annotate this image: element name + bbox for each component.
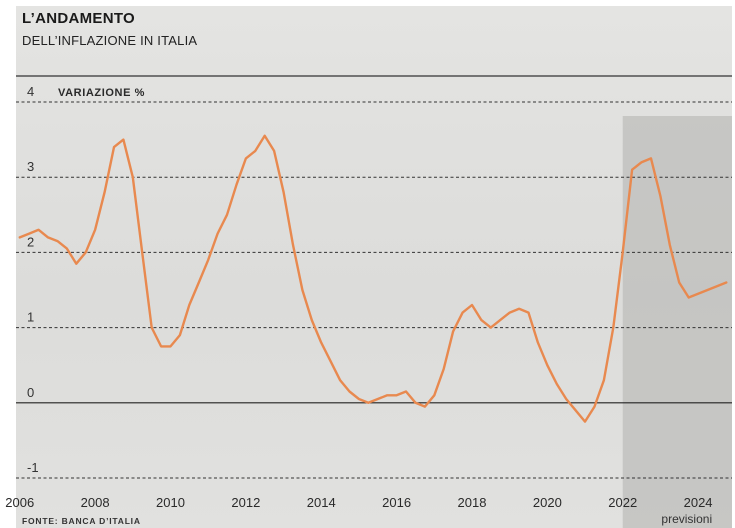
- inflation-line: [18, 134, 728, 423]
- y-tick-label: -1: [27, 460, 39, 475]
- x-tick-label: 2014: [307, 495, 336, 510]
- y-tick-label: 0: [27, 385, 34, 400]
- x-tick-label: 2024: [684, 495, 713, 510]
- y-axis-label: VARIAZIONE %: [58, 87, 145, 99]
- y-tick-label: 3: [27, 159, 34, 174]
- x-tick-label: 2016: [382, 495, 411, 510]
- y-tick-label: 2: [27, 234, 34, 249]
- y-tick-label: 1: [27, 310, 34, 325]
- chart-title: L’ANDAMENTO: [22, 10, 136, 27]
- x-tick-label: 2018: [458, 495, 487, 510]
- y-tick-label: 4: [27, 84, 34, 99]
- x-tick-label: 2010: [156, 495, 185, 510]
- x-axis-ticks: 2006 2008 2010 2012 2014 2016 2018 2020 2022 2024: [5, 495, 712, 510]
- forecast-label: previsioni: [661, 512, 712, 526]
- x-tick-label: 2022: [608, 495, 637, 510]
- x-tick-label: 2006: [5, 495, 34, 510]
- source-note: FONTE: BANCA D’ITALIA: [22, 516, 141, 526]
- chart-figure: [16, 6, 732, 528]
- chart-subtitle: DELL’INFLAZIONE IN ITALIA: [22, 33, 198, 48]
- x-tick-label: 2020: [533, 495, 562, 510]
- x-tick-label: 2012: [231, 495, 260, 510]
- y-axis-ticks: 4 3 2 1 0 -1: [27, 84, 39, 475]
- forecast-band: [622, 116, 732, 528]
- x-tick-label: 2008: [81, 495, 110, 510]
